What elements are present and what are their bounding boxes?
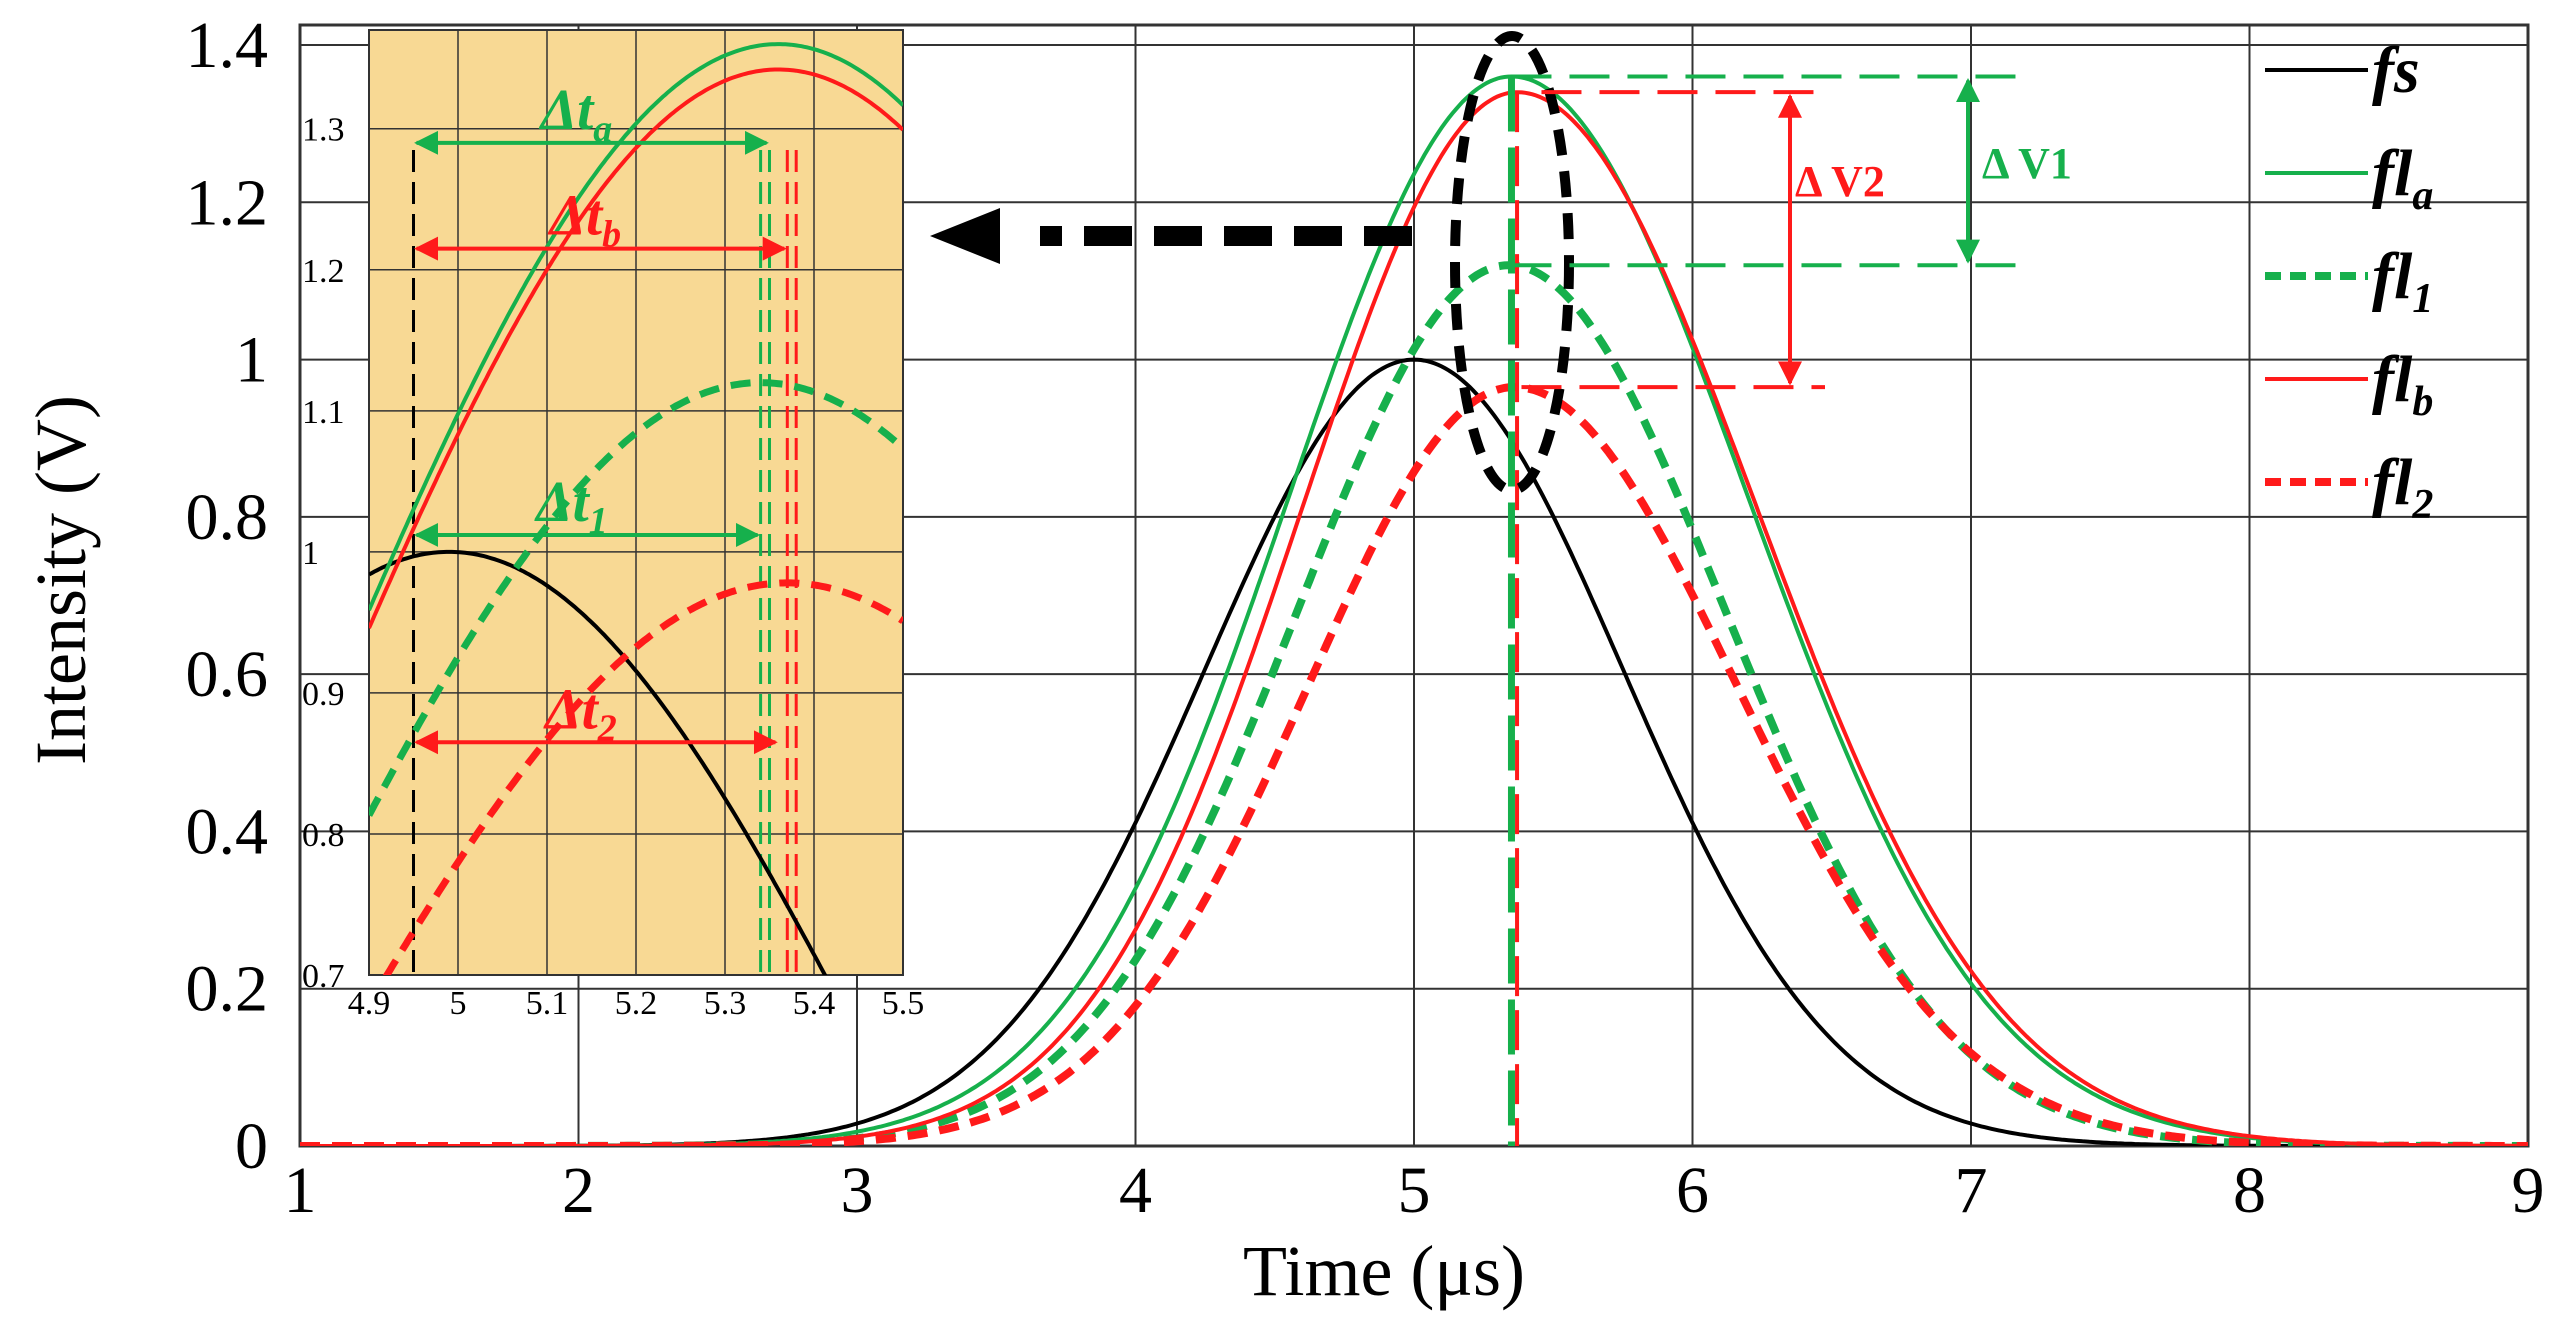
- legend-label-fl-b: flb: [2372, 343, 2433, 425]
- inset-x-tick-label: 5.5: [882, 985, 925, 1022]
- legend-label-fs: fs: [2372, 34, 2420, 107]
- main-x-tick-label: 7: [1955, 1154, 1988, 1227]
- inset-series-line-fl-2: [382, 579, 903, 975]
- main-x-tick-label: 4: [1119, 1154, 1152, 1227]
- inset-dta-label: Δta: [539, 77, 612, 150]
- inset-y-tick-label: 1: [302, 535, 319, 572]
- main-y-tick-label: 0.8: [186, 481, 269, 554]
- inset-y-tick-label: 1.2: [302, 253, 345, 290]
- series-line-fl-2: [300, 383, 2528, 1146]
- inset-dtb-label-sub: b: [602, 214, 621, 256]
- legend-label-fl-1: fl1: [2372, 240, 2433, 322]
- delta-v-annotations: Δ V1 Δ V2: [1511, 74, 2072, 390]
- legend-label-fl-2: fl2: [2372, 446, 2433, 528]
- main-tick-labels: 1 2 3 4 5 6 7 8 9 0 0.2 0.4 0.6 0.8 1 1.2 1.4: [186, 9, 2545, 1227]
- legend-label-main: fl: [2372, 446, 2413, 519]
- inset-dta-label-sub: a: [593, 108, 612, 150]
- inset-dt2-label-main: Δt: [543, 676, 599, 741]
- inset-tick-labels: 4.9 5 5.1 5.2 5.3 5.4 5.5 0.7 0.8 0.9 1 1.1 1.2 1.3: [302, 112, 924, 1022]
- main-y-tick-label: 1.2: [186, 166, 269, 239]
- main-y-tick-label: 0: [235, 1110, 268, 1183]
- main-x-tick-label: 8: [2233, 1154, 2266, 1227]
- inset-dt1-label-sub: 1: [589, 500, 608, 542]
- inset-y-tick-label: 1.1: [302, 394, 345, 431]
- main-x-tick-label: 6: [1676, 1154, 1709, 1227]
- y-axis-title: Intensity (V): [21, 395, 101, 765]
- main-series: [300, 74, 2528, 1146]
- inset-series-line-fl-a: [369, 42, 903, 612]
- peak-highlight-ellipse: [1450, 31, 1574, 495]
- legend-label-main: fl: [2372, 137, 2413, 210]
- inset-x-tick-label: 5.2: [615, 985, 658, 1022]
- main-x-tick-label: 1: [284, 1154, 317, 1227]
- main-x-tick-label: 3: [841, 1154, 874, 1227]
- inset-dt1-label-main: Δt: [534, 469, 590, 534]
- legend-label-fl-a: fla: [2372, 137, 2433, 219]
- inset-y-tick-label: 0.9: [302, 676, 345, 713]
- dv2-label: Δ V2: [1795, 157, 1885, 206]
- inset-dt1-label: Δt1: [534, 469, 607, 542]
- inset-series: [369, 42, 903, 975]
- legend-label-sub: 1: [2412, 276, 2433, 322]
- main-x-tick-label: 9: [2512, 1154, 2545, 1227]
- legend-label-sub: a: [2412, 173, 2433, 219]
- main-y-tick-label: 0.4: [186, 795, 269, 868]
- legend-label-sub: b: [2412, 379, 2433, 425]
- x-axis-title: Time (μs): [1243, 1231, 1525, 1311]
- main-y-tick-label: 1: [235, 324, 268, 397]
- inset-x-tick-label: 5.1: [526, 985, 569, 1022]
- inset-x-tick-label: 5.3: [704, 985, 747, 1022]
- inset-y-tick-label: 0.8: [302, 817, 345, 854]
- dv1-label: Δ V1: [1982, 139, 2072, 188]
- main-x-tick-label: 5: [1398, 1154, 1431, 1227]
- main-y-tick-label: 0.6: [186, 638, 269, 711]
- main-x-tick-label: 2: [562, 1154, 595, 1227]
- inset-y-tick-label: 0.7: [302, 958, 345, 995]
- inset-dta-label-main: Δt: [539, 77, 595, 142]
- legend-label-main: fl: [2372, 343, 2413, 416]
- inset-dtb-label-main: Δt: [548, 183, 604, 248]
- legend-label-sub: 2: [2411, 482, 2433, 528]
- inset-dt2-label-sub: 2: [597, 707, 617, 749]
- inset-y-tick-label: 1.3: [302, 112, 345, 149]
- inset-dtb-label: Δtb: [548, 183, 621, 256]
- inset-grid: [368, 30, 904, 976]
- inset-series-line-fs: [369, 549, 828, 975]
- main-y-tick-label: 0.2: [186, 953, 269, 1026]
- inset-x-tick-label: 5: [450, 985, 467, 1022]
- legend-label-main: fs: [2372, 34, 2420, 107]
- peak-markers: [1507, 76, 1520, 1146]
- main-y-tick-label: 1.4: [186, 9, 269, 82]
- legend-label-main: fl: [2372, 240, 2413, 313]
- main-plot-frame: [298, 23, 2530, 1148]
- pointer-arrow-head: [930, 208, 1000, 264]
- pointer-arrow: [930, 208, 1412, 264]
- inset-x-tick-label: 5.4: [793, 985, 836, 1022]
- inset-x-tick-label: 4.9: [348, 985, 391, 1022]
- inset-dt2-label: Δt2: [543, 676, 616, 749]
